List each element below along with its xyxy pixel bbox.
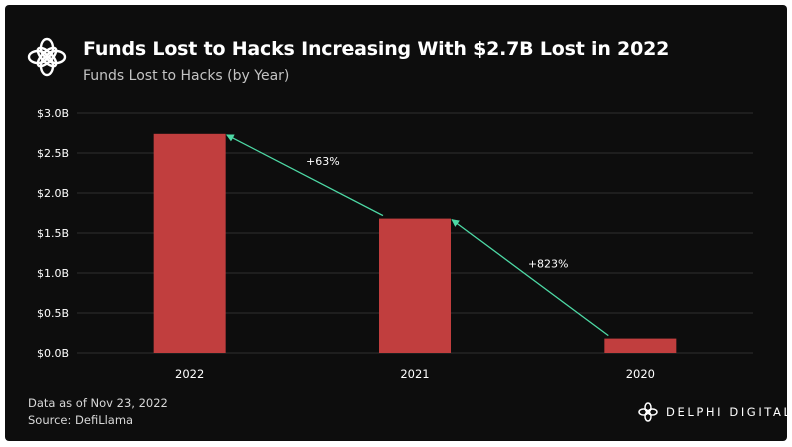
delphi-logo-icon (638, 402, 658, 422)
growth-label: +63% (306, 155, 340, 168)
y-tick-label: $0.0B (37, 347, 69, 360)
chart-card: Funds Lost to Hacks Increasing With $2.7… (5, 5, 787, 441)
x-tick-label: 2021 (400, 367, 429, 381)
x-tick-label: 2020 (626, 367, 655, 381)
bar-2020 (604, 338, 677, 353)
brand-name: DELPHI DIGITAL (666, 405, 787, 419)
brand-mark: DELPHI DIGITAL (637, 401, 787, 423)
growth-label: +823% (528, 258, 569, 271)
x-tick-label: 2022 (175, 367, 204, 381)
y-tick-label: $0.5B (37, 307, 69, 320)
y-tick-label: $2.5B (37, 147, 69, 160)
growth-arrow (451, 219, 609, 337)
footnote: Data as of Nov 23, 2022 Source: DefiLlam… (28, 395, 168, 429)
delphi-flower-logo-icon (27, 37, 67, 77)
bar-2021 (379, 218, 451, 353)
y-tick-label: $1.5B (37, 227, 69, 240)
bar-2022 (153, 133, 226, 353)
y-tick-label: $3.0B (37, 107, 69, 120)
chart-title: Funds Lost to Hacks Increasing With $2.7… (83, 38, 670, 60)
source-note: Source: DefiLlama (28, 413, 134, 427)
data-date-note: Data as of Nov 23, 2022 (28, 396, 168, 410)
y-tick-label: $2.0B (37, 187, 69, 200)
growth-arrow (225, 134, 384, 217)
chart-subtitle: Funds Lost to Hacks (by Year) (83, 68, 290, 84)
y-tick-label: $1.0B (37, 267, 69, 280)
bar-chart: $0.0B $0.5B $1.0B $1.5B $2.0B $2.5B $3.0B 2022 2… (37, 107, 753, 381)
